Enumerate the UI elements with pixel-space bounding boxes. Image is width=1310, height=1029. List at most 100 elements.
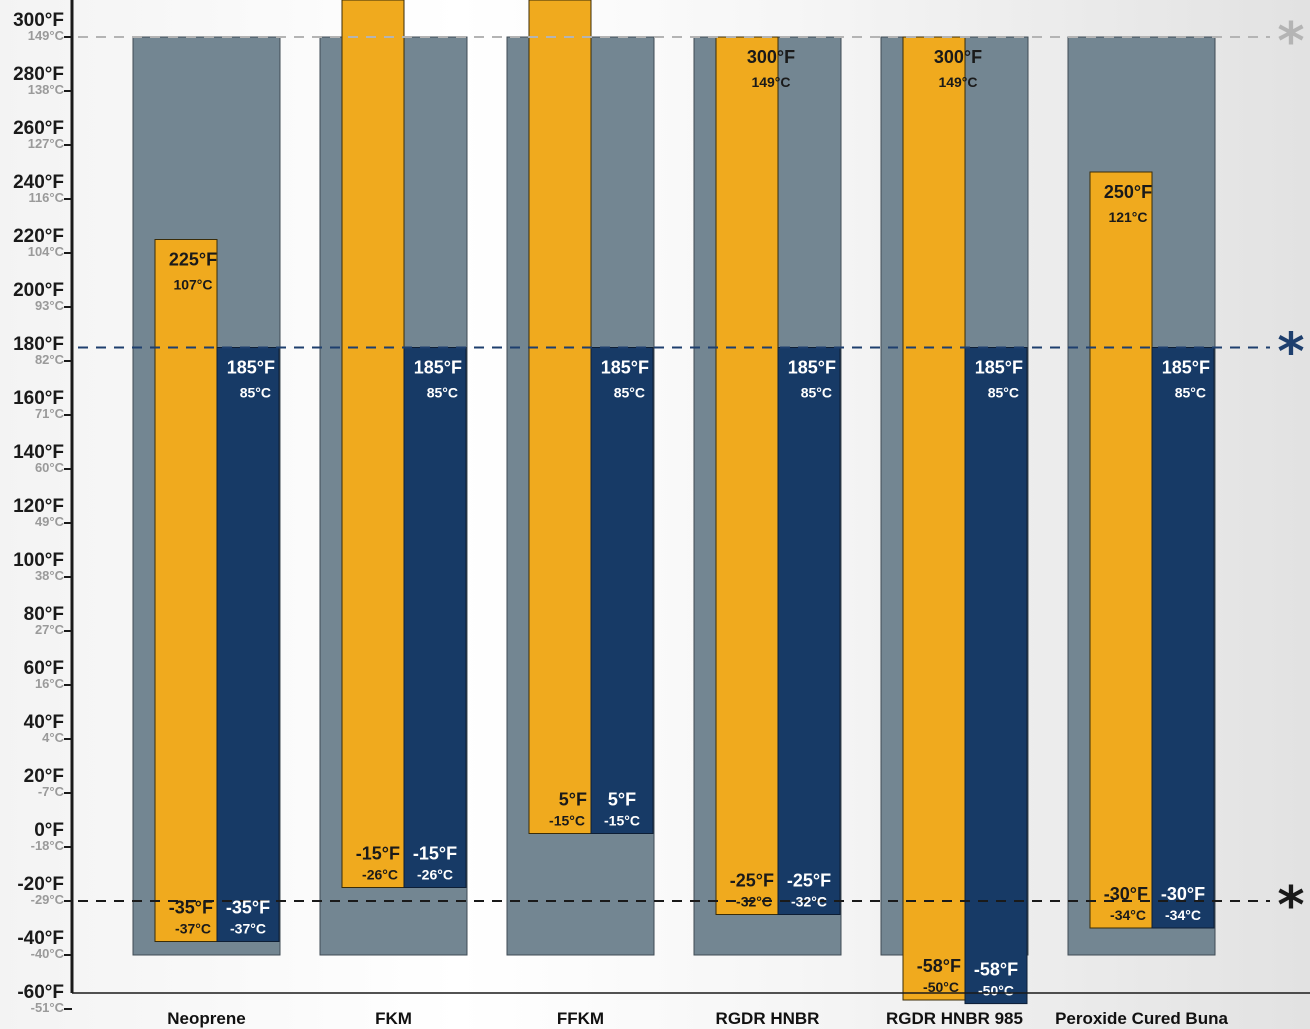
y-tick-label-c-17: -40°C <box>31 946 65 961</box>
y-tick-label-c-4: 104°C <box>28 244 65 259</box>
cat-5-orange-high-f-label: 250°F <box>1104 182 1152 202</box>
cat-4-navy-high-f-label: 185°F <box>975 358 1023 378</box>
cat-4-navy-low-f-label: -58°F <box>974 960 1018 980</box>
y-tick-label-c-14: -7°C <box>38 784 65 799</box>
cat-0-orange-bar <box>154 239 218 942</box>
cat-5-orange-bar <box>1089 171 1153 929</box>
y-tick-label-f-16: -20°F <box>17 874 64 895</box>
cat-3-navy-high-f-label: 185°F <box>788 358 836 378</box>
cat-5-navy-high-f-label: 185°F <box>1162 358 1210 378</box>
cat-5-navy-high-c-label: 85°C <box>1175 385 1206 401</box>
cat-4-navy-low-c-label: -50°C <box>978 983 1014 999</box>
y-tick-label-f-1: 280°F <box>13 64 64 85</box>
y-tick-label-f-12: 60°F <box>24 658 64 679</box>
y-tick-label-c-10: 38°C <box>35 568 65 583</box>
cat-0-orange-low-f-label: -35°F <box>169 898 213 918</box>
cat-2-orange-low-c-label: -15°C <box>549 813 585 829</box>
cat-2-navy-low-c-label: -15°C <box>604 813 640 829</box>
reference-lines-layer: * * * <box>78 12 1305 936</box>
cat-2-navy-low-f-label: 5°F <box>608 790 636 810</box>
cat-4-orange-low-f-label: -58°F <box>917 956 961 976</box>
cat-1-orange-low-f-label: -15°F <box>356 844 400 864</box>
y-tick-label-f-0: 300°F <box>13 10 64 31</box>
cat-1-navy-bar <box>403 347 467 888</box>
cat-3-navy-high-c-label: 85°C <box>801 385 832 401</box>
y-tick-label-f-18: -60°F <box>17 982 64 1003</box>
cat-1-navy-high-f-label: 185°F <box>414 358 462 378</box>
y-tick-label-c-8: 60°C <box>35 460 65 475</box>
y-tick-label-f-17: -40°F <box>17 928 64 949</box>
y-tick-label-c-3: 116°C <box>28 190 64 205</box>
cat-5-orange-low-c-label: -34°C <box>1110 907 1146 923</box>
y-tick-label-c-6: 82°C <box>35 352 65 367</box>
y-tick-label-c-15: -18°C <box>31 838 65 853</box>
cat-3-orange-low-f-label: -25°F <box>730 871 774 891</box>
cat-1-orange-low-c-label: -26°C <box>362 867 398 883</box>
y-tick-label-f-5: 200°F <box>13 280 64 301</box>
cat-5-orange-low-f-label: -30°F <box>1104 884 1148 904</box>
y-tick-label-f-9: 120°F <box>13 496 64 517</box>
cat-5-orange-high-c-label: 121°C <box>1108 209 1147 225</box>
y-tick-label-f-4: 220°F <box>13 226 64 247</box>
y-axis: 300°F149°C280°F138°C260°F127°C240°F116°C… <box>13 0 1310 1015</box>
cat-4-orange-high-c-label: 149°C <box>938 74 977 90</box>
cat-0-category-label: Neoprene <box>167 1009 245 1028</box>
cat-0-navy-bar <box>216 347 280 942</box>
y-tick-label-c-11: 27°C <box>35 622 65 637</box>
cat-2-navy-high-c-label: 85°C <box>614 385 645 401</box>
cat-0-navy-high-f-label: 185°F <box>227 358 275 378</box>
cat-4-category-label: RGDR HNBR 985 <box>886 1009 1023 1028</box>
cat-3-category-label: RGDR HNBR <box>716 1009 820 1028</box>
reference-marker-1: * <box>1277 323 1304 383</box>
bars-layer <box>132 0 1216 1005</box>
cat-1-navy-high-c-label: 85°C <box>427 385 458 401</box>
y-tick-label-c-12: 16°C <box>35 676 65 691</box>
cat-5-navy-bar <box>1151 347 1215 929</box>
y-tick-label-f-13: 40°F <box>24 712 64 733</box>
y-tick-label-c-9: 49°C <box>35 514 65 529</box>
cat-4-orange-high-f-label: 300°F <box>934 47 982 67</box>
y-tick-label-c-16: -29°C <box>31 892 65 907</box>
cat-0-navy-low-c-label: -37°C <box>230 921 266 937</box>
cat-0-navy-high-c-label: 85°C <box>240 385 271 401</box>
cat-0-orange-high-c-label: 107°C <box>173 277 212 293</box>
y-tick-label-f-7: 160°F <box>13 388 64 409</box>
cat-4-navy-high-c-label: 85°C <box>988 385 1019 401</box>
cat-4-orange-low-c-label: -50°C <box>923 979 959 995</box>
cat-5-navy-low-c-label: -34°C <box>1165 907 1201 923</box>
cat-4-orange-bar <box>902 36 966 1001</box>
cat-3-orange-high-c-label: 149°C <box>751 74 790 90</box>
cat-3-orange-low-c-label: -32°C <box>736 894 772 910</box>
cat-1-category-label: FKM <box>375 1009 412 1028</box>
cat-0-navy-low-f-label: -35°F <box>226 898 270 918</box>
cat-5-category-label: Peroxide Cured Buna <box>1055 1009 1228 1028</box>
cat-0-orange-high-f-label: 225°F <box>169 250 217 270</box>
reference-marker-0: * <box>1277 12 1304 72</box>
cat-1-orange-bar <box>341 0 405 888</box>
bar-labels-layer: 225°F 107°C 185°F 85°C -35°F -37°C -35°F -37°C 1… <box>169 47 1210 999</box>
cat-2-orange-bar <box>528 0 592 834</box>
cat-3-navy-low-f-label: -25°F <box>787 871 831 891</box>
y-tick-label-f-14: 20°F <box>24 766 64 787</box>
cat-3-navy-bar <box>777 347 841 915</box>
reference-marker-2: * <box>1277 876 1304 936</box>
y-tick-label-f-3: 240°F <box>13 172 64 193</box>
cat-3-orange-bar <box>715 36 779 915</box>
cat-3-orange-high-f-label: 300°F <box>747 47 795 67</box>
cat-2-orange-low-f-label: 5°F <box>559 790 587 810</box>
y-tick-label-c-18: -51°C <box>31 1000 65 1015</box>
y-tick-label-c-2: 127°C <box>28 136 65 151</box>
y-tick-label-c-5: 93°C <box>35 298 65 313</box>
y-tick-label-c-0: 149°C <box>28 28 65 43</box>
y-tick-label-c-1: 138°C <box>28 82 65 97</box>
y-tick-label-c-13: 4°C <box>42 730 64 745</box>
y-tick-label-f-6: 180°F <box>13 334 64 355</box>
cat-5-navy-low-f-label: -30°F <box>1161 884 1205 904</box>
y-tick-label-f-8: 140°F <box>13 442 64 463</box>
cat-2-navy-bar <box>590 347 654 834</box>
y-tick-label-f-15: 0°F <box>34 820 64 841</box>
y-tick-label-c-7: 71°C <box>35 406 65 421</box>
cat-2-category-label: FFKM <box>557 1009 604 1028</box>
y-tick-label-f-10: 100°F <box>13 550 64 571</box>
